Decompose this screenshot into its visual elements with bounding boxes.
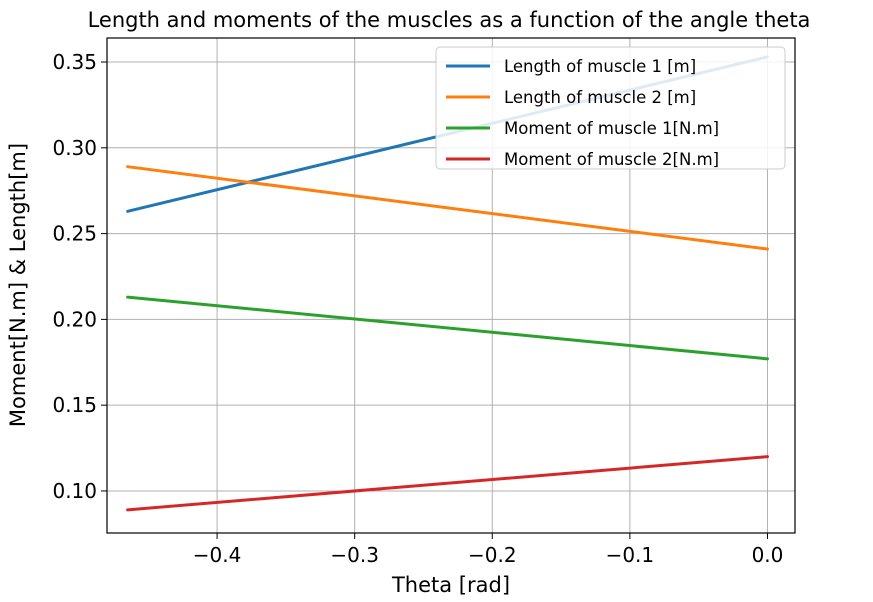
legend-label: Length of muscle 2 [m]	[504, 88, 696, 107]
series-line-4	[126, 455, 769, 512]
legend: Length of muscle 1 [m] Length of muscle 2…	[435, 46, 786, 170]
x-axis-label: Theta [rad]	[391, 573, 510, 597]
x-tick-label: −0.4	[193, 543, 242, 567]
legend-label: Moment of muscle 2[N.m]	[504, 150, 719, 169]
y-tick-label: 0.25	[52, 222, 97, 246]
series-line-3	[126, 295, 769, 361]
legend-label: Length of muscle 1 [m]	[504, 57, 696, 76]
x-tick-label: −0.3	[330, 543, 379, 567]
legend-label: Moment of muscle 1[N.m]	[504, 119, 719, 138]
y-tick-label: 0.10	[52, 479, 97, 503]
plot-frame	[106, 37, 796, 534]
x-tick-label: −0.1	[606, 543, 655, 567]
x-tick-label: −0.2	[468, 543, 517, 567]
y-axis-label: Moment[N.m] & Length[m]	[6, 143, 30, 427]
legend-box	[435, 46, 786, 170]
y-axis: 0.10 0.15 0.20 0.25 0.30 0.35	[52, 50, 107, 503]
y-tick-label: 0.35	[52, 50, 97, 74]
x-axis: −0.4 −0.3 −0.2 −0.1 0.0	[193, 533, 784, 567]
y-tick-label: 0.20	[52, 307, 97, 331]
x-tick-label: 0.0	[752, 543, 784, 567]
y-tick-label: 0.15	[52, 393, 97, 417]
chart-title: Length and moments of the muscles as a f…	[88, 8, 811, 32]
series-line-2	[126, 165, 769, 251]
y-tick-label: 0.30	[52, 136, 97, 160]
